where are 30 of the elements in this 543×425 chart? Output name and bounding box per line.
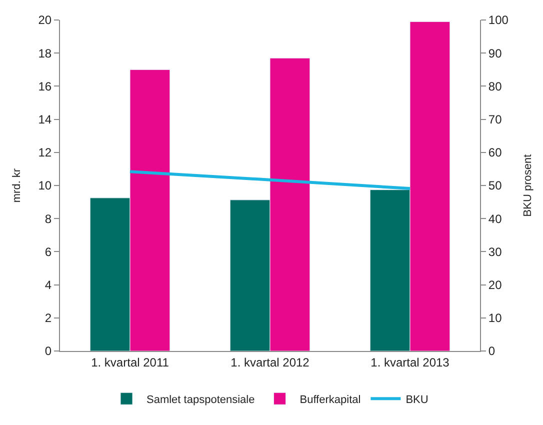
y2-tick-label: 90	[488, 46, 502, 60]
x-tick-label: 1. kvartal 2013	[370, 355, 450, 370]
y2-tick-label: 100	[488, 13, 509, 28]
y2-tick-label: 40	[488, 212, 502, 226]
y2-tick-label: 70	[488, 112, 502, 126]
y2-tick-label: 60	[488, 146, 502, 160]
y2-axis-title: BKU prosent	[522, 154, 534, 217]
y-tick-label: 10	[38, 178, 52, 193]
y-tick-label: 8	[44, 212, 52, 226]
y-tick-label: 0	[44, 344, 52, 358]
y-tick-label: 20	[38, 13, 52, 28]
x-tick-label: 1. kvartal 2011	[91, 355, 170, 370]
y-tick-label: 14	[38, 112, 52, 126]
y2-tick-label: 80	[488, 79, 502, 94]
y-tick-label: 12	[38, 146, 52, 160]
y-tick-label: 2	[44, 311, 52, 326]
y2-tick-label: 30	[488, 244, 502, 259]
y2-tick-label: 0	[488, 344, 496, 358]
y2-tick-label: 20	[488, 278, 502, 292]
y2-tick-label: 50	[488, 178, 502, 193]
y2-tick-label: 10	[488, 311, 502, 326]
x-tick-label: 1. kvartal 2012	[230, 355, 310, 370]
y-tick-label: 18	[38, 46, 52, 60]
y-axis-title: mrd. kr	[10, 168, 23, 203]
legend-label: Samlet tapspotensiale	[146, 394, 255, 406]
y-tick-label: 16	[38, 79, 52, 94]
y-tick-label: 6	[44, 244, 52, 259]
legend-label: Bufferkapital	[300, 394, 361, 406]
y-tick-label: 4	[44, 278, 52, 292]
legend-label: BKU	[406, 394, 428, 406]
